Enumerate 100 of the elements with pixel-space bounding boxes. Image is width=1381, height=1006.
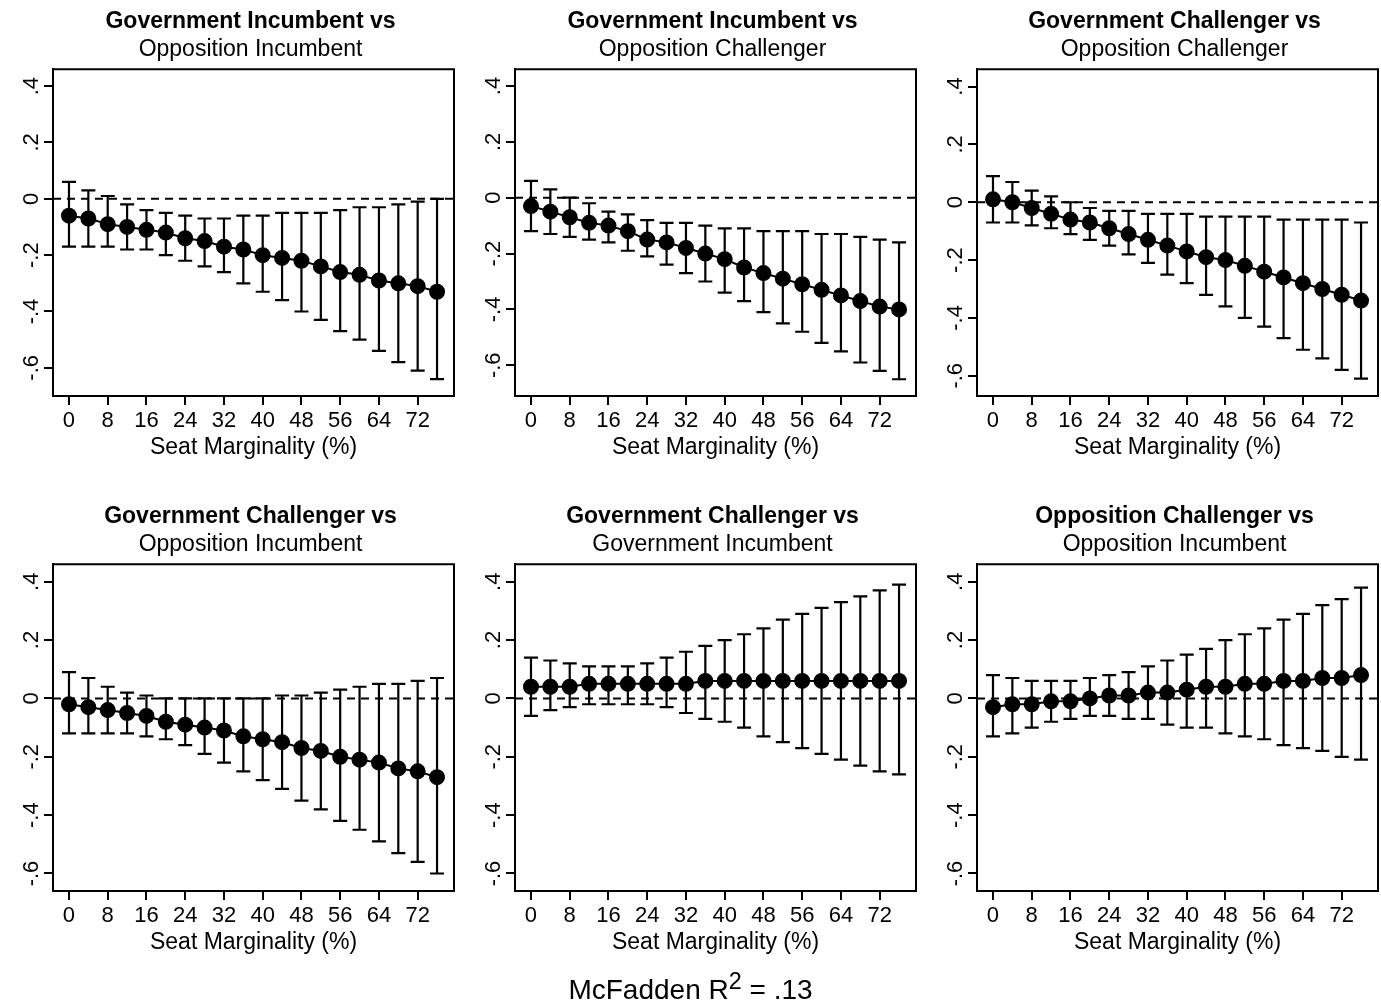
point — [984, 699, 1001, 716]
point — [99, 702, 116, 719]
x-axis-title: Seat Marginality (%) — [611, 432, 820, 459]
x-tick-label: 72 — [867, 407, 892, 433]
x-tick-label: 48 — [1213, 902, 1238, 928]
y-tick-label: .2 — [18, 630, 44, 650]
x-tick-label: 64 — [828, 407, 854, 433]
point — [1256, 263, 1273, 280]
x-tick-label: 0 — [524, 407, 538, 433]
y-tick-label: .4 — [942, 77, 968, 96]
point — [235, 241, 252, 258]
x-tick-label: 32 — [673, 902, 699, 928]
point — [1333, 670, 1350, 686]
y-tick-label: -.2 — [18, 242, 44, 268]
point — [332, 264, 349, 281]
y-tick-label: -.4 — [942, 802, 968, 828]
point — [1023, 696, 1040, 713]
y-tick-label: -.6 — [480, 352, 506, 379]
point — [1023, 200, 1040, 217]
point — [177, 716, 194, 733]
point — [1081, 214, 1098, 231]
y-tick-label: -.2 — [942, 247, 968, 273]
y-tick-label: .4 — [18, 572, 44, 591]
point — [1217, 678, 1234, 695]
chart-subtitle: Opposition Challenger — [1060, 34, 1289, 61]
y-tick-label: .4 — [480, 572, 506, 591]
point — [80, 699, 97, 716]
point — [1275, 672, 1292, 689]
x-axis-title: Seat Marginality (%) — [1073, 927, 1282, 954]
y-tick-label: -.4 — [480, 802, 506, 828]
x-tick-label: 0 — [62, 407, 76, 433]
point — [409, 763, 426, 780]
x-tick-label: 72 — [405, 902, 430, 928]
point — [1043, 205, 1060, 222]
x-tick-label: 48 — [1213, 407, 1238, 433]
point — [196, 233, 213, 250]
point — [1236, 257, 1253, 274]
point — [1159, 237, 1176, 254]
y-tick-label: -.2 — [18, 743, 44, 770]
point — [293, 740, 310, 757]
x-tick-label: 56 — [1251, 902, 1277, 928]
x-tick-label: 24 — [172, 902, 198, 928]
point — [1217, 252, 1234, 269]
x-tick-label: 8 — [101, 407, 114, 433]
x-tick-label: 56 — [1251, 407, 1277, 433]
point — [736, 259, 753, 276]
x-tick-label: 0 — [524, 902, 538, 928]
x-tick-label: 24 — [634, 902, 660, 928]
x-tick-label: 56 — [327, 407, 353, 433]
point — [832, 287, 849, 304]
point — [852, 293, 869, 310]
x-tick-label: 24 — [1096, 902, 1122, 928]
y-tick-label: -.2 — [480, 240, 506, 267]
point — [774, 270, 791, 287]
x-tick-label: 32 — [211, 407, 237, 433]
point — [1333, 286, 1350, 303]
x-tick-label: 64 — [1290, 902, 1316, 928]
point — [119, 705, 136, 722]
point — [390, 275, 407, 292]
x-tick-label: 8 — [563, 407, 576, 433]
chart-subtitle: Opposition Incumbent — [138, 34, 363, 61]
x-tick-label: 32 — [673, 407, 699, 433]
point — [215, 238, 232, 255]
point — [1101, 220, 1118, 237]
point — [409, 278, 426, 295]
x-tick-label: 8 — [563, 902, 576, 928]
point — [429, 769, 446, 786]
x-tick-label: 48 — [289, 407, 314, 433]
point — [390, 760, 407, 777]
point — [1178, 681, 1195, 698]
point — [1353, 292, 1370, 309]
x-axis-title: Seat Marginality (%) — [149, 432, 358, 459]
point — [542, 203, 559, 220]
point — [794, 276, 811, 293]
point — [891, 301, 908, 318]
y-tick-label: -.4 — [480, 296, 506, 323]
x-tick-label: 16 — [134, 407, 159, 433]
y-tick-label: 0 — [942, 196, 968, 209]
chart-subtitle: Opposition Incumbent — [1062, 529, 1287, 556]
point — [619, 223, 636, 240]
x-tick-label: 32 — [1135, 407, 1161, 433]
y-tick-label: 0 — [18, 692, 44, 705]
point — [1101, 687, 1118, 704]
x-tick-label: 72 — [1329, 407, 1354, 433]
point — [138, 221, 155, 238]
point — [1353, 667, 1370, 684]
chart-subtitle: Government Incumbent — [592, 529, 834, 556]
x-axis-title: Seat Marginality (%) — [1073, 432, 1282, 459]
x-tick-label: 16 — [1058, 902, 1083, 928]
point — [677, 239, 694, 256]
x-tick-label: 0 — [986, 407, 1000, 433]
y-tick-label: .2 — [18, 133, 44, 152]
x-tick-label: 64 — [366, 407, 392, 433]
chart-title: Government Incumbent vs — [567, 7, 858, 34]
point — [1004, 194, 1021, 211]
x-tick-label: 16 — [134, 902, 159, 928]
point — [1275, 269, 1292, 286]
text: McFadden R$^{2}$ = .13 — [567, 968, 814, 1006]
chart-title: Government Challenger vs — [1028, 7, 1321, 34]
x-tick-label: 64 — [1290, 407, 1316, 433]
